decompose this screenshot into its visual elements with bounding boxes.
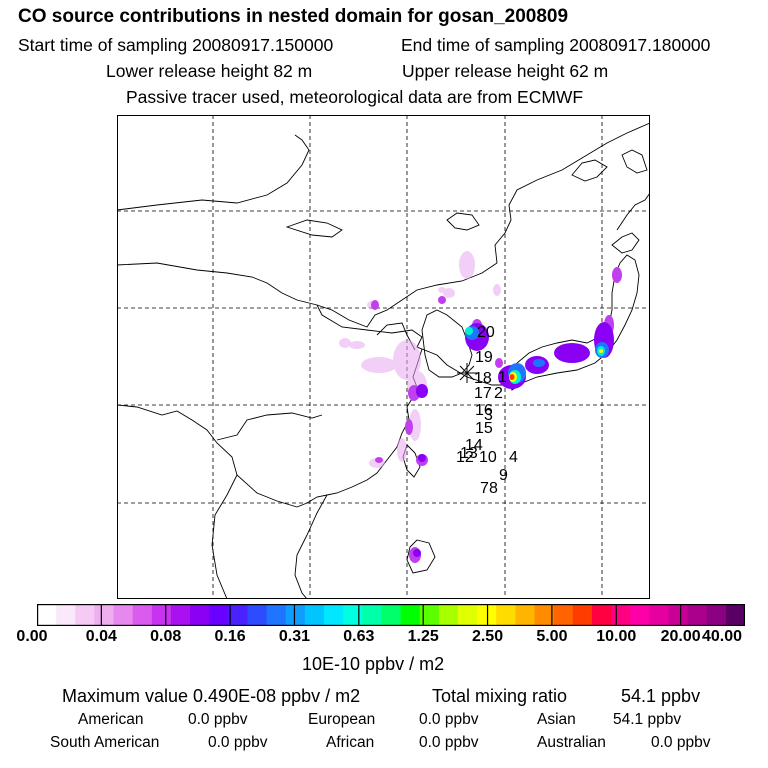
- region-name: European: [308, 711, 376, 728]
- colorbar-tick-label: 2.50: [471, 628, 504, 645]
- colorbar-swatch: [362, 604, 383, 626]
- start-time-label: Start time of sampling 20080917.150000: [18, 35, 334, 55]
- region-value: 0.0 ppbv: [419, 711, 479, 728]
- region-name: Australian: [537, 734, 606, 751]
- trajectory-labels: 20 19 18 17 16 15 14 13 12 10 9 8 7 4 3 …: [456, 324, 518, 497]
- colorbar-swatch: [94, 604, 115, 626]
- trajectory-label: 14: [465, 437, 483, 454]
- colorbar-swatch: [630, 604, 650, 626]
- colorbar-swatch: [687, 604, 708, 626]
- colorbar-swatch: [668, 604, 689, 626]
- colorbar-tick-label: 10.00: [596, 628, 637, 645]
- trajectory-label: 10: [479, 449, 497, 466]
- trajectory-label: 18: [474, 370, 492, 387]
- region-value: 54.1 ppbv: [613, 711, 682, 728]
- colorbar-swatch: [496, 604, 516, 626]
- colorbar-swatch: [209, 604, 229, 626]
- trajectory-label: 3: [484, 407, 493, 424]
- upper-release-height-label: Upper release height 62 m: [402, 61, 609, 81]
- trajectory-label: 8: [489, 480, 498, 497]
- receptor-star-icon: [457, 363, 477, 383]
- colorbar-swatch: [151, 604, 172, 626]
- region-value: 0.0 ppbv: [651, 734, 711, 751]
- trajectory-label: 17: [474, 385, 492, 402]
- colorbar-tick-label: 1.25: [407, 628, 439, 645]
- colorbar-swatch: [304, 604, 325, 626]
- colorbar-swatch: [591, 604, 612, 626]
- colorbar-swatch: [170, 604, 191, 626]
- trajectory-label: 2: [494, 385, 503, 402]
- colorbar-tick-label: 0.31: [278, 628, 311, 645]
- colorbar-swatch: [381, 604, 402, 626]
- trajectory-label: 15: [475, 420, 493, 437]
- colorbar-swatch: [400, 604, 421, 626]
- colorbar-swatch: [113, 604, 134, 626]
- colorbar-tick-label: 0.00: [16, 628, 48, 645]
- lower-release-height-label: Lower release height 82 m: [106, 61, 313, 81]
- colorbar-swatch: [266, 604, 287, 626]
- map-panel: 20 19 18 17 16 15 14 13 12 10 9 8 7 4 3 …: [117, 115, 650, 599]
- colorbar: [37, 604, 745, 626]
- trajectory-label: 7: [480, 480, 489, 497]
- colorbar-tick-label: 0.63: [343, 628, 375, 645]
- colorbar-tick-label: 0.08: [150, 628, 182, 645]
- colorbar-swatch: [343, 604, 363, 626]
- colorbar-swatch: [457, 604, 478, 626]
- trajectory-label: 20: [477, 324, 495, 341]
- total-mixing-ratio-value: 54.1 ppbv: [621, 686, 701, 706]
- colorbar-swatch: [190, 604, 210, 626]
- trajectory-label: 4: [509, 449, 518, 466]
- maximum-value-label: Maximum value 0.490E-08 ppbv / m2: [62, 686, 361, 706]
- colorbar-swatch: [438, 604, 459, 626]
- region-value: 0.0 ppbv: [188, 711, 248, 728]
- colorbar-swatch: [725, 604, 745, 626]
- region-value: 0.0 ppbv: [208, 734, 268, 751]
- colorbar-swatch: [419, 604, 440, 626]
- colorbar-unit-label: 10E-10 ppbv / m2: [302, 654, 445, 674]
- region-name: African: [326, 734, 375, 751]
- colorbar-swatch: [228, 604, 249, 626]
- colorbar-swatch: [247, 604, 268, 626]
- trajectory-label: 13: [460, 445, 478, 462]
- region-value: 0.0 ppbv: [419, 734, 479, 751]
- colorbar-swatch: [75, 604, 96, 626]
- colorbar-tick-label: 0.04: [85, 628, 117, 645]
- colorbar-tick-label: 40.00: [701, 628, 743, 645]
- region-name: South American: [50, 734, 160, 751]
- colorbar-swatch: [611, 604, 631, 626]
- colorbar-swatch: [285, 604, 306, 626]
- trajectory-label: 12: [456, 449, 474, 466]
- colorbar-swatch: [553, 604, 574, 626]
- tracer-info-label: Passive tracer used, meteorological data…: [126, 87, 584, 107]
- colorbar-swatch: [324, 604, 344, 626]
- region-name: American: [78, 711, 144, 728]
- map-title: CO source contributions in nested domain…: [18, 6, 569, 27]
- colorbar-swatch: [515, 604, 536, 626]
- trajectory-label: 16: [475, 402, 493, 419]
- colorbar-swatch: [706, 604, 727, 626]
- concentration-field: [339, 251, 622, 563]
- colorbar-swatch: [37, 604, 57, 626]
- colorbar-tick-label: 20.00: [660, 628, 701, 645]
- colorbar-swatch: [649, 604, 670, 626]
- colorbar-swatch: [132, 604, 153, 626]
- map-gridlines: [117, 115, 650, 599]
- colorbar-swatch: [534, 604, 555, 626]
- trajectory-label: 1: [498, 369, 507, 386]
- trajectory-label: 19: [475, 349, 493, 366]
- trajectory-label: 9: [499, 467, 508, 484]
- end-time-label: End time of sampling 20080917.180000: [401, 35, 711, 55]
- total-mixing-ratio-label: Total mixing ratio: [432, 686, 568, 706]
- colorbar-swatch: [572, 604, 593, 626]
- colorbar-tick-label: 0.16: [214, 628, 246, 645]
- region-name: Asian: [537, 711, 576, 728]
- colorbar-tick-label: 5.00: [536, 628, 568, 645]
- colorbar-swatch: [56, 604, 76, 626]
